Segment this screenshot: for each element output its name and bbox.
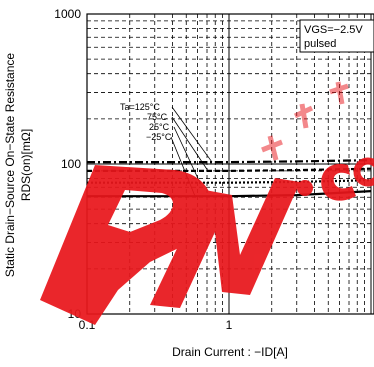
x-tick-label-1: 1 (226, 318, 233, 332)
series-label-1: 75°C (147, 112, 168, 122)
condition-pulsed: pulsed (304, 38, 336, 50)
series-label-leader-0 (171, 106, 213, 163)
conditions-box: VGS=−2.5V pulsed (299, 19, 374, 53)
conditions-box-frame (299, 19, 374, 53)
series-label-3: −25°C (146, 132, 172, 142)
y-tick-label-1000: 1000 (54, 7, 81, 21)
condition-vgs: VGS=−2.5V (304, 24, 363, 36)
y-axis-unit: RDS(on)[mΩ] (19, 129, 33, 201)
x-axis-title: Drain Current : −ID[A] (172, 345, 288, 359)
watermark-p-shape (40, 165, 213, 325)
series-label-2: 25°C (149, 122, 170, 132)
watermark-n-shape (150, 178, 300, 308)
series-label-leader-1 (171, 116, 209, 172)
watermark-o-letter (353, 157, 374, 187)
watermark-c-letter (321, 163, 356, 201)
watermark-dot (297, 180, 313, 196)
watermark-glyphs (261, 81, 349, 161)
y-tick-label-100: 100 (61, 157, 81, 171)
series-line-1 (87, 167, 372, 172)
y-axis-title: Static Drain−Source On−State Resistance (3, 53, 17, 277)
series-label-0: Ta=125°C (120, 102, 160, 112)
watermark-logo (40, 81, 374, 325)
plot-frame (86, 13, 374, 315)
series-label-leader-2 (173, 126, 201, 183)
